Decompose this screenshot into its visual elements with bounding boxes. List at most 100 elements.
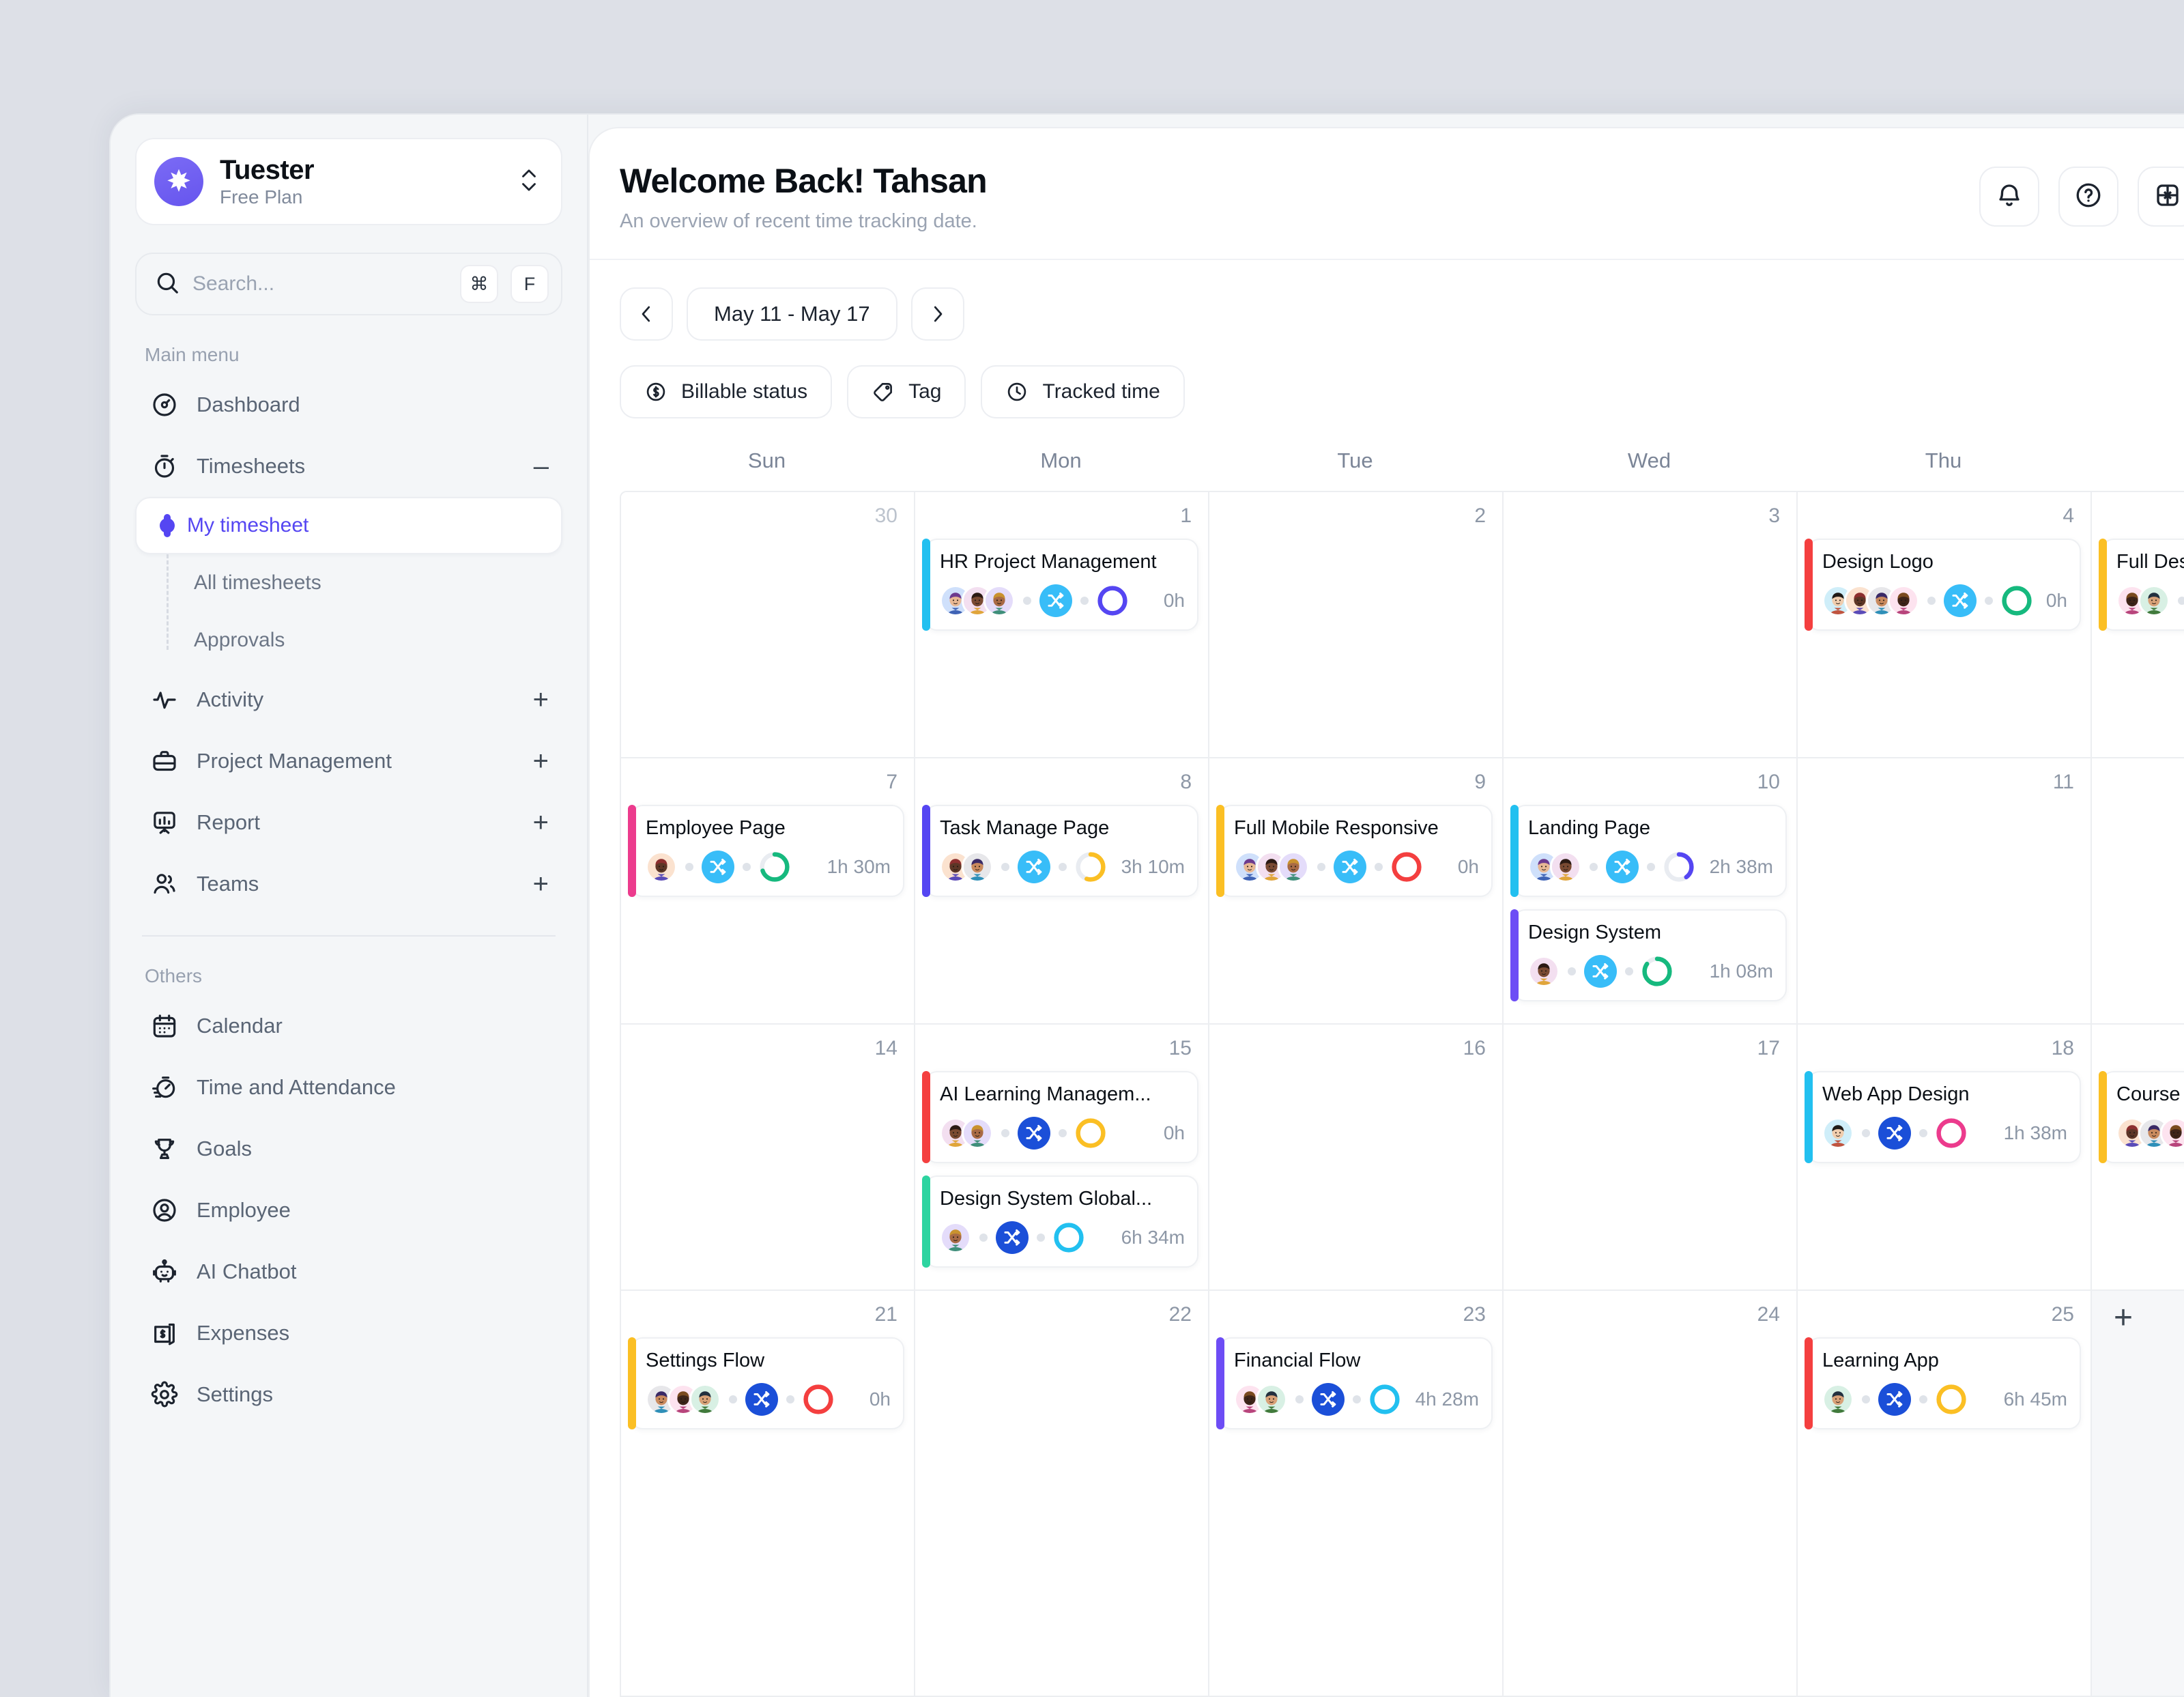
time-entry-card[interactable]: HR Project Management 0h (922, 539, 1198, 631)
sidebar-item-project-management[interactable]: Project Management + (135, 730, 562, 792)
assignee-avatars[interactable] (1528, 956, 1560, 987)
assignee-avatars[interactable] (940, 1117, 993, 1149)
sidebar-item-goals[interactable]: Goals (135, 1118, 562, 1180)
assignee-avatars[interactable] (940, 851, 993, 883)
assignee-avatars[interactable] (1822, 1384, 1854, 1415)
calendar-day-cell[interactable]: 24 (1504, 1291, 1798, 1697)
calendar-day-cell[interactable]: 15 AI Learning Managem... 0h Design System … (915, 1025, 1209, 1291)
calendar-day-cell[interactable]: 11 (1798, 758, 2092, 1025)
assignee-avatars[interactable] (1822, 1117, 1854, 1149)
filter-tracked-time[interactable]: Tracked time (981, 365, 1185, 418)
day-number: 5 (2101, 502, 2184, 526)
assignee-avatars[interactable] (2116, 585, 2170, 616)
sidebar-item-ai-chatbot[interactable]: AI Chatbot (135, 1241, 562, 1302)
time-entry-card[interactable]: Settings Flow 0h (628, 1337, 904, 1429)
sidebar-item-calendar[interactable]: Calendar (135, 995, 562, 1057)
calendar-day-cell[interactable]: 30 (621, 492, 915, 758)
sidebar-item-report[interactable]: Report + (135, 792, 562, 853)
add-report-button[interactable]: + (532, 808, 549, 838)
assignee-avatars[interactable] (940, 585, 1015, 616)
calendar-day-cell[interactable]: 14 (621, 1025, 915, 1291)
prev-week-button[interactable] (620, 287, 673, 341)
sidebar-item-timesheets[interactable]: Timesheets – (135, 436, 562, 497)
sidebar-item-time-and-attendance[interactable]: Time and Attendance (135, 1057, 562, 1118)
time-entry-card[interactable]: Design System 1h 08m (1510, 909, 1787, 1001)
assignee-avatars[interactable] (2116, 1117, 2184, 1149)
time-entry-card[interactable]: Course Management 0h (2099, 1071, 2184, 1163)
notifications-button[interactable] (1979, 167, 2039, 227)
time-entry-card[interactable]: Task Manage Page 3h 10m (922, 805, 1198, 897)
workspace-switcher[interactable]: Tuester Free Plan (135, 138, 562, 225)
sidebar-item-expenses[interactable]: Expenses (135, 1302, 562, 1364)
add-day-cell[interactable]: + (2092, 1291, 2184, 1697)
progress-ring-icon (1075, 1117, 1106, 1149)
search-input[interactable]: Search... ⌘ F (135, 253, 562, 315)
add-project-button[interactable]: + (532, 746, 549, 776)
sidebar-item-settings[interactable]: Settings (135, 1364, 562, 1425)
add-activity-button[interactable]: + (532, 685, 549, 715)
calendar-day-cell[interactable]: 10 Landing Page 2h 38m Design System 1h 08m (1504, 758, 1798, 1025)
calendar-day-cell[interactable]: 2 (1209, 492, 1504, 758)
trophy-icon (150, 1135, 179, 1163)
sidebar-item-dashboard[interactable]: Dashboard (135, 374, 562, 436)
time-entry-card[interactable]: Employee Page 1h 30m (628, 805, 904, 897)
assignee-avatars[interactable] (1234, 851, 1309, 883)
sidebar-item-employee[interactable]: Employee (135, 1180, 562, 1241)
time-entry-card[interactable]: Landing Page 2h 38m (1510, 805, 1787, 897)
calendar-day-cell[interactable]: 23 Financial Flow 4h 28m (1209, 1291, 1504, 1697)
calendar-day-cell[interactable]: 9 Full Mobile Responsive 0h (1209, 758, 1504, 1025)
calendar-day-cell[interactable]: 4 Design Logo 0h (1798, 492, 2092, 758)
sidebar-item-activity[interactable]: Activity + (135, 669, 562, 730)
sidebar-item-teams[interactable]: Teams + (135, 853, 562, 915)
filter-billable-status[interactable]: Billable status (620, 365, 833, 418)
filter-tag[interactable]: Tag (847, 365, 966, 418)
gift-button[interactable] (2138, 167, 2184, 227)
calendar-day-cell[interactable]: 25 Learning App 6h 45m (1798, 1291, 2092, 1697)
assignee-avatars[interactable] (940, 1222, 971, 1253)
calendar-day-cell[interactable]: 21 Settings Flow 0h (621, 1291, 915, 1697)
date-range-label[interactable]: May 11 - May 17 (687, 287, 897, 341)
sidebar-item-all-timesheets[interactable]: All timesheets (164, 554, 562, 612)
shuffle-icon (702, 851, 734, 883)
next-week-button[interactable] (910, 287, 964, 341)
calendar-day-cell[interactable]: 22 (915, 1291, 1209, 1697)
entry-title: AI Learning Managem... (940, 1083, 1151, 1105)
calendar-day-cell[interactable]: 7 Employee Page 1h 30m (621, 758, 915, 1025)
progress-ring-icon (1097, 585, 1128, 616)
assignee-avatars[interactable] (646, 851, 677, 883)
add-entry-button[interactable]: + (2114, 1300, 2133, 1336)
time-entry-card[interactable]: Full Design System 0h (2099, 539, 2184, 631)
calendar-day-cell[interactable]: 3 (1504, 492, 1798, 758)
sidebar-item-my-timesheet[interactable]: My timesheet (135, 497, 562, 554)
calendar-day-cell[interactable]: 8 Task Manage Page 3h 10m (915, 758, 1209, 1025)
calendar-day-cell[interactable]: 12 (2092, 758, 2184, 1025)
time-entry-card[interactable]: Full Mobile Responsive 0h (1216, 805, 1493, 897)
sidebar-item-approvals[interactable]: Approvals (164, 612, 562, 669)
gift-icon (2153, 181, 2182, 213)
calendar-day-cell[interactable]: 1 HR Project Management 0h (915, 492, 1209, 758)
avatar (983, 585, 1015, 616)
time-entry-card[interactable]: Learning App 6h 45m (1805, 1337, 2081, 1429)
calendar-day-cell[interactable]: 19 Course Management 0h (2092, 1025, 2184, 1291)
day-number: 3 (1768, 504, 1780, 527)
time-entry-card[interactable]: Design Logo 0h (1805, 539, 2081, 631)
calendar-day-cell[interactable]: 18 Web App Design 1h 38m (1798, 1025, 2092, 1291)
assignee-avatars[interactable] (646, 1384, 721, 1415)
help-button[interactable] (2058, 167, 2118, 227)
calendar-day-cell[interactable]: 16 (1209, 1025, 1504, 1291)
chevron-updown-icon[interactable] (517, 165, 541, 199)
entry-title: Web App Design (1822, 1083, 1970, 1105)
calendar-day-cell[interactable]: 17 (1504, 1025, 1798, 1291)
time-entry-card[interactable]: Design System Global... 6h 34m (922, 1175, 1198, 1268)
time-entry-card[interactable]: Web App Design 1h 38m (1805, 1071, 2081, 1163)
assignee-avatars[interactable] (1822, 585, 1919, 616)
assignee-avatars[interactable] (1234, 1384, 1287, 1415)
calendar-day-cell[interactable]: 5 Full Design System 0h (2092, 492, 2184, 758)
collapse-toggle[interactable]: – (533, 451, 549, 481)
entry-meta: 1h 38m (1822, 1117, 2067, 1150)
add-team-button[interactable]: + (532, 869, 549, 899)
time-entry-card[interactable]: Financial Flow 4h 28m (1216, 1337, 1493, 1429)
assignee-avatars[interactable] (1528, 851, 1581, 883)
entry-title: Design System Global... (940, 1188, 1153, 1210)
time-entry-card[interactable]: AI Learning Managem... 0h (922, 1071, 1198, 1163)
